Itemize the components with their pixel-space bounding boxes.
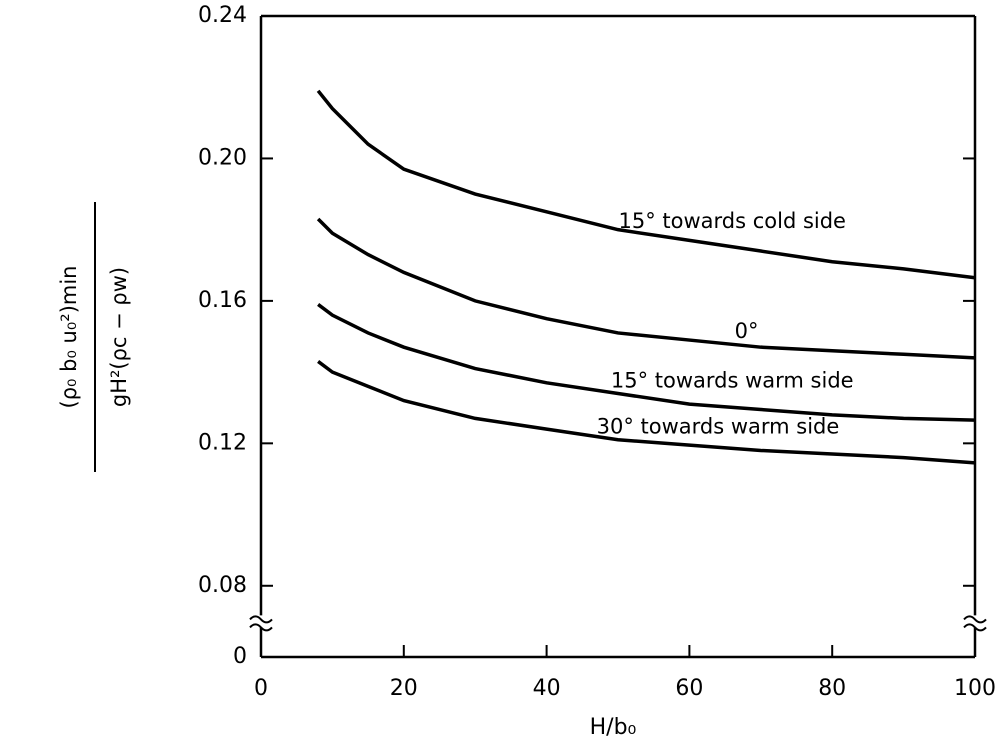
y-tick-label: 0.08 <box>198 573 247 598</box>
x-tick-label: 20 <box>390 676 418 701</box>
curve <box>317 360 976 465</box>
series-label: 15° towards cold side <box>618 209 846 233</box>
y-label-numerator: (ρ₀ b₀ u₀²)min <box>57 266 81 409</box>
x-axis-label: H/b₀ <box>590 715 637 740</box>
curve <box>317 303 976 422</box>
y-tick-label: 0.12 <box>198 430 247 455</box>
x-tick-label: 40 <box>533 676 561 701</box>
axis-break <box>963 623 987 632</box>
x-tick-label: 80 <box>818 676 846 701</box>
axis-break <box>249 623 273 632</box>
axis-break <box>249 615 273 624</box>
x-tick-label: 100 <box>954 676 996 701</box>
curve <box>316 217 976 360</box>
y-tick-label: 0 <box>233 644 247 669</box>
y-tick-label: 0.24 <box>198 3 247 28</box>
curve <box>316 89 976 280</box>
x-tick-label: 0 <box>254 676 268 701</box>
series-label: 30° towards warm side <box>597 414 840 438</box>
x-tick-label: 60 <box>675 676 703 701</box>
series-label: 0° <box>735 319 759 343</box>
series-label: 15° towards warm side <box>611 368 854 392</box>
y-tick-label: 0.20 <box>198 145 247 170</box>
y-tick-label: 0.16 <box>198 288 247 313</box>
y-axis-label: (ρ₀ b₀ u₀²)min gH²(ρc − ρw) <box>57 202 131 472</box>
axis-break <box>963 615 987 624</box>
y-label-denominator: gH²(ρc − ρw) <box>107 267 131 407</box>
